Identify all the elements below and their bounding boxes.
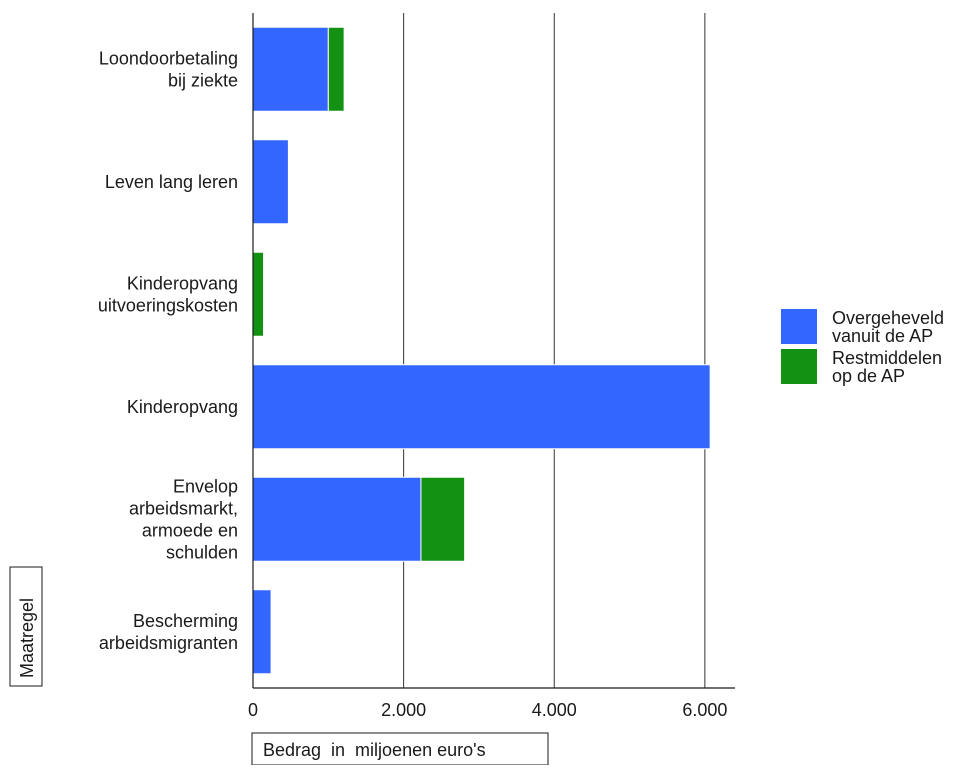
bar-segment-series0-cat1 [252,139,289,225]
category-label-3: Kinderopvang [127,397,238,417]
legend-swatch-1 [781,349,817,384]
bar-segment-series0-cat5 [252,589,272,675]
y-axis-title-box: Maatregel [9,566,43,687]
x-tick-label-2: 4.000 [532,700,577,720]
x-axis-title-box: Bedrag in miljoenen euro's [251,732,549,766]
category-label-4: Envelop arbeidsmarkt, armoede en schulden [129,476,238,562]
category-label-2: Kinderopvang uitvoeringskosten [98,273,238,315]
axes [252,13,735,689]
bar-segment-series1-cat0 [327,26,345,112]
bar-segment-series0-cat0 [252,26,329,112]
bars [252,26,711,675]
x-tick-labels: 0 2.000 4.000 6.000 [248,700,727,720]
legend-swatch-0 [781,309,817,344]
category-labels: Loondoorbetaling bij ziekte Leven lang ler… [98,48,238,653]
gridlines [403,13,706,688]
bar-segment-series1-cat4 [420,476,466,562]
category-label-1: Leven lang leren [105,172,238,192]
x-tick-label-3: 6.000 [682,700,727,720]
category-label-5: Bescherming arbeidsmigranten [99,611,238,653]
bar-segment-series0-cat3 [252,364,711,450]
x-tick-label-0: 0 [248,700,258,720]
x-axis-title: Bedrag in miljoenen euro's [263,740,486,760]
bar-segment-series1-cat2 [252,251,265,337]
y-axis-title: Maatregel [17,598,37,678]
category-label-0: Loondoorbetaling bij ziekte [99,48,238,90]
legend-label-0: Overgeheveld vanuit de AP [832,308,944,346]
legend-label-1: Restmiddelen op de AP [832,348,942,386]
bar-segment-series0-cat4 [252,476,422,562]
x-tick-label-1: 2.000 [381,700,426,720]
